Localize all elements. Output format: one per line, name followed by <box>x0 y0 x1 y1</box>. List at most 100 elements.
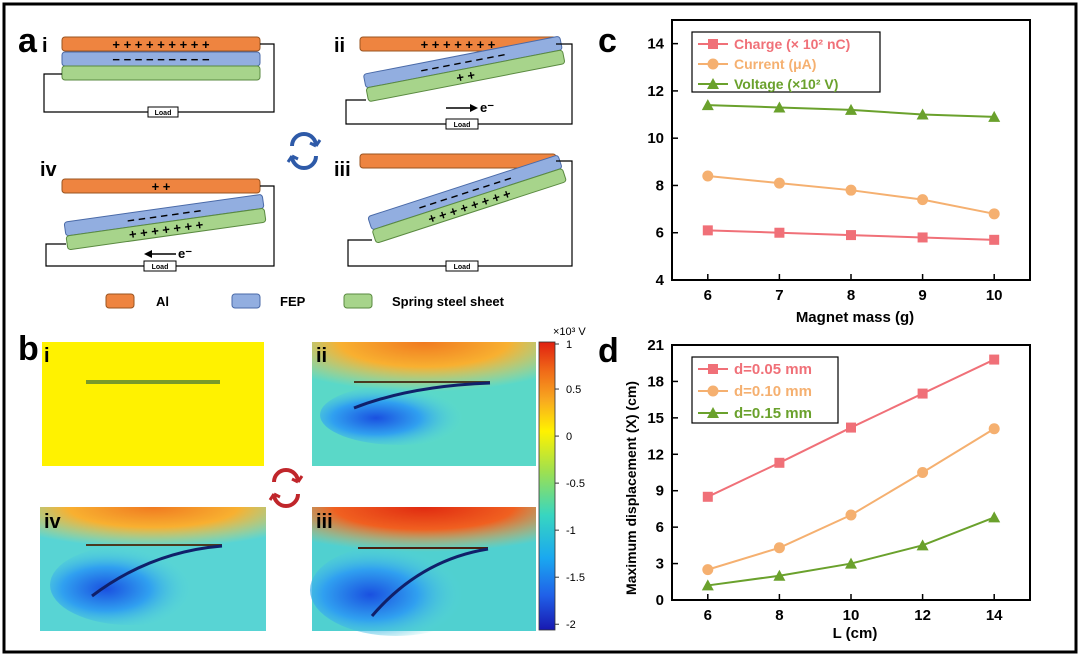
y-tick-label: 4 <box>656 272 665 289</box>
x-tick-label: 9 <box>918 287 926 304</box>
sublabel-a-i: i <box>42 35 48 57</box>
circuit-wire <box>347 160 573 267</box>
data-point <box>989 354 1000 365</box>
charges-al: + + <box>152 179 171 194</box>
potential-map-i: i <box>42 342 264 466</box>
y-tick-label: 6 <box>656 225 664 242</box>
colorbar-tick-label: 0 <box>566 431 572 443</box>
circuit-wire <box>45 185 275 267</box>
y-tick-label: 9 <box>656 483 664 500</box>
steel-layer <box>61 65 261 81</box>
data-point <box>707 58 719 70</box>
data-point <box>989 234 1000 245</box>
panel-a-i: i + + + + + + + + + − − − − − − − − − Lo… <box>42 35 275 118</box>
series-line <box>707 516 995 587</box>
material-legend: Al FEP Spring steel sheet <box>105 293 505 309</box>
data-point <box>773 101 786 113</box>
colorbar-tick-label: -1.5 <box>566 572 585 584</box>
data-point <box>702 491 713 502</box>
y-tick-label: 12 <box>647 83 664 100</box>
load-label: Load <box>155 110 172 117</box>
sublabel-a-ii: ii <box>334 35 345 57</box>
panel-a-iv: iv + + − − − − − − − + + + + + + + Load … <box>40 159 275 272</box>
sublabel-b-iv: iv <box>44 511 62 533</box>
colorbar-tick-label: 0.5 <box>566 384 581 396</box>
colorbar-tick-label: -2 <box>566 619 576 631</box>
chart-d: 6 8 10 12 14 0 3 6 9 12 15 18 21 d=0.05 mm d=0.10 mm d=… <box>647 337 1031 624</box>
potential-map-iii: iii <box>310 507 536 636</box>
data-point <box>845 557 857 569</box>
y-tick-label: 18 <box>647 373 664 390</box>
x-tick-label: 14 <box>986 607 1003 624</box>
x-tick-label: 8 <box>775 607 783 624</box>
charges-fep: − − − − − − − − − <box>112 52 210 67</box>
data-point <box>988 110 1001 122</box>
legend-label: d=0.05 mm <box>734 361 812 378</box>
chart-d-ylabel: Maximum displacement (X) (cm) <box>623 381 639 595</box>
circuit-wire <box>43 43 275 113</box>
sublabel-a-iii: iii <box>334 159 351 181</box>
legend-label: Charge (× 10² nC) <box>734 36 850 52</box>
panel-letter-b: b <box>18 330 39 368</box>
colorbar: ×10³ V 1 0.5 0 -0.5 -1 -1.5 -2 <box>538 326 586 631</box>
load-box <box>143 260 177 272</box>
data-point <box>917 467 929 478</box>
data-point <box>707 385 719 397</box>
data-point <box>916 539 929 551</box>
panel-letter-d: d <box>598 332 619 370</box>
x-tick-label: 12 <box>914 607 931 624</box>
legend-label-steel: Spring steel sheet <box>392 294 505 309</box>
y-tick-label: 10 <box>647 130 664 147</box>
legend-swatch-steel <box>343 293 373 309</box>
data-point <box>917 388 928 399</box>
data-point <box>774 227 785 238</box>
cycle-arrow-a-icon <box>286 132 322 170</box>
load-label: Load <box>152 264 169 271</box>
data-point <box>846 422 856 433</box>
cycle-arrow-b-icon <box>268 468 304 508</box>
panel-a-iii: iii − − − − − − − − − + + + + + + + + Lo… <box>334 153 573 272</box>
sublabel-a-iv: iv <box>40 159 58 181</box>
panel-letter-a: a <box>18 22 38 60</box>
load-box <box>147 106 179 118</box>
x-tick-label: 10 <box>986 287 1003 304</box>
data-point <box>917 194 929 206</box>
x-tick-label: 10 <box>843 607 860 624</box>
panel-letter-c: c <box>598 22 617 60</box>
electron-arrow-head <box>144 250 152 258</box>
data-point <box>774 457 785 468</box>
data-point <box>916 108 929 120</box>
data-point <box>701 579 714 591</box>
chart-c: 6 7 8 9 10 4 6 8 10 12 14 Charge (× 10² nC) Current … <box>647 19 1031 304</box>
legend-box <box>691 31 881 93</box>
data-point <box>702 225 713 236</box>
steel-layer <box>366 49 565 102</box>
panel-a-ii: ii + + + + + + + − − − − − − − − + + Loa… <box>334 35 573 130</box>
series-line <box>707 427 995 571</box>
sublabel-b-iii: iii <box>316 511 333 533</box>
data-point <box>708 39 718 49</box>
potential-map-ii: ii <box>312 342 536 466</box>
chart-d-xlabel: L (cm) <box>833 625 878 642</box>
data-point <box>988 511 1001 523</box>
legend-label: Current (μA) <box>734 56 816 72</box>
charges-steel: + + <box>455 67 477 85</box>
data-point <box>988 423 1000 435</box>
data-point <box>846 230 856 241</box>
circuit-wire <box>345 43 573 125</box>
steel-layer <box>65 208 267 250</box>
data-point <box>845 509 857 521</box>
y-tick-label: 3 <box>656 556 664 573</box>
load-box <box>445 260 479 272</box>
load-box <box>445 118 479 130</box>
colorbar-tick-label: -0.5 <box>566 478 585 490</box>
legend-swatch-fep <box>231 293 261 309</box>
y-tick-label: 21 <box>647 337 664 354</box>
legend-label: Voltage (×10² V) <box>734 76 838 92</box>
chart-c-xlabel: Magnet mass (g) <box>796 309 914 326</box>
data-point <box>917 232 928 243</box>
y-tick-label: 14 <box>647 36 664 53</box>
load-label: Load <box>454 122 471 129</box>
